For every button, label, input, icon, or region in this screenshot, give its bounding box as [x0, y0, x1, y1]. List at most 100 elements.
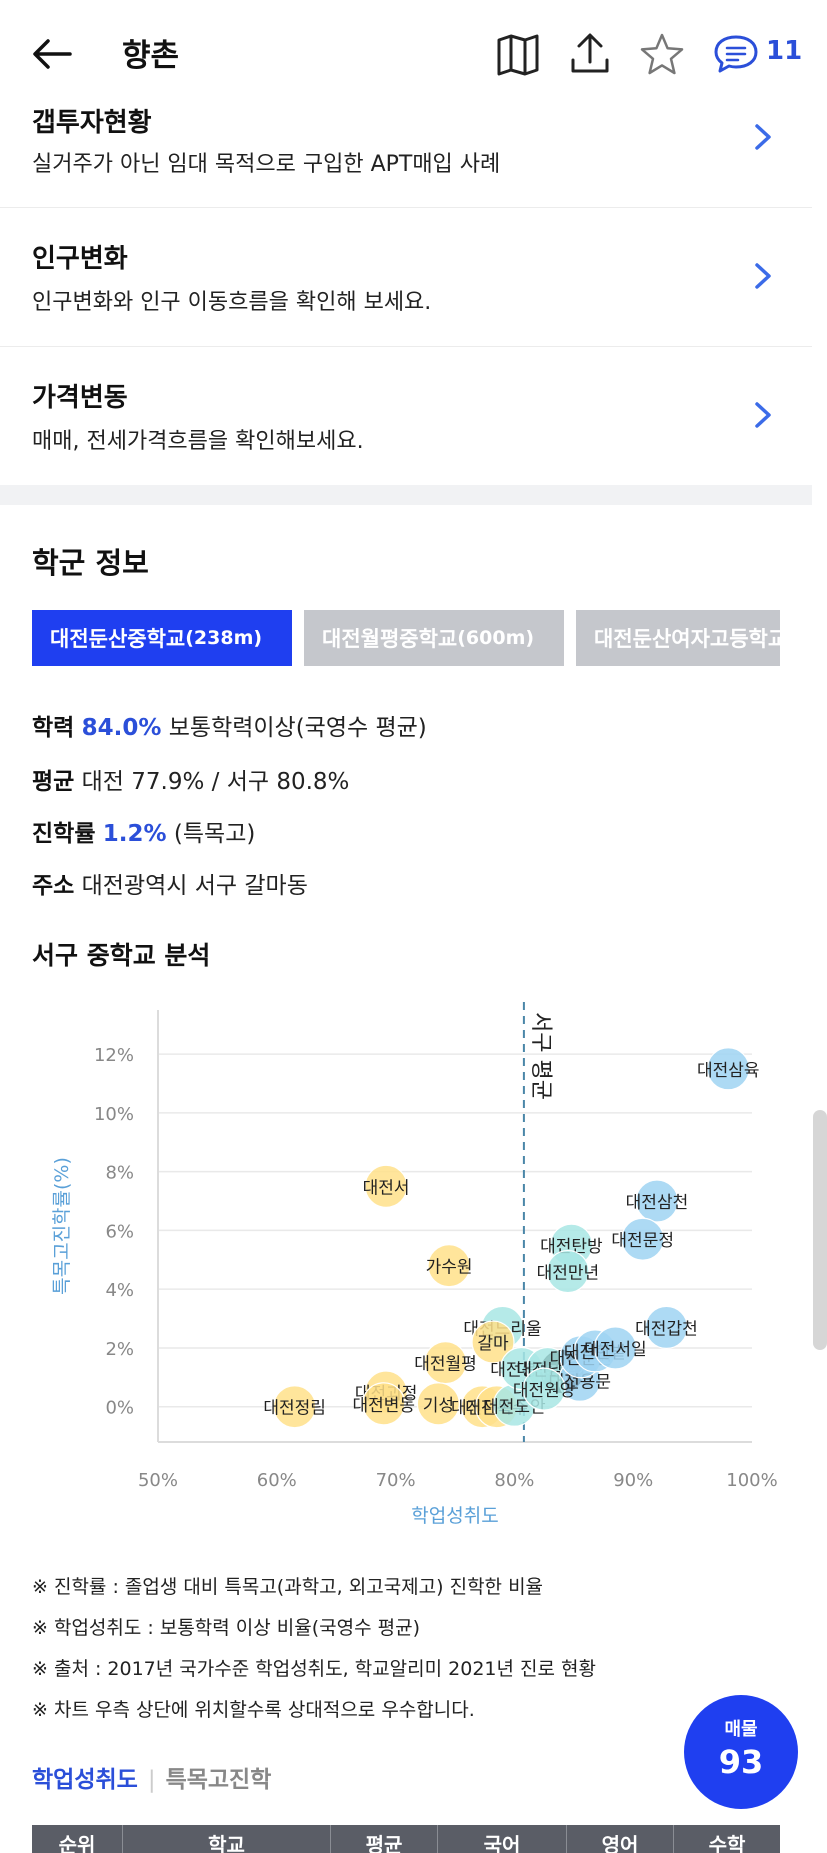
y-tick-label: 0% — [105, 1398, 134, 1419]
table-header-school: 학교 — [123, 1825, 331, 1853]
menu-title: 갭투자현황 — [32, 108, 152, 138]
info-achievement: 학력 84.0% 보통학력이상(국영수 평균) — [32, 708, 427, 742]
menu-title: 가격변동 — [32, 383, 128, 413]
data-point — [471, 1320, 515, 1364]
info-average: 평균 대전 77.9% / 서구 80.8% — [32, 762, 349, 796]
school-section-title: 학군 정보 — [32, 546, 149, 580]
scrollbar-thumb[interactable] — [813, 1110, 827, 1350]
note-line: ※ 출처 : 2017년 국가수준 학업성취도, 학교알리미 2021년 진로 … — [32, 1658, 596, 1680]
menu-row-price-change[interactable]: 가격변동 매매, 전세가격흐름을 확인해보세요. — [0, 347, 812, 485]
data-point — [706, 1047, 750, 1091]
chat-count: 11 — [766, 36, 803, 66]
data-point — [546, 1249, 590, 1294]
page-title: 향촌 — [122, 38, 180, 74]
info-address: 주소 대전광역시 서구 갈마동 — [32, 866, 308, 900]
data-point-label: 가수원 — [426, 1258, 473, 1278]
data-point-label: 대전만년 — [537, 1264, 600, 1284]
tab-separator: | — [147, 1767, 156, 1793]
y-tick-label: 6% — [105, 1221, 134, 1242]
data-point-label: 대전정림 — [263, 1399, 326, 1419]
data-point-label: 대전문정 — [611, 1231, 674, 1251]
chevron-right-icon — [755, 124, 771, 150]
menu-title: 인구변화 — [32, 244, 128, 274]
average-line-label: 서구 평균 — [528, 1012, 553, 1100]
x-tick-label: 70% — [376, 1470, 416, 1491]
data-point-label: 대전서 — [363, 1178, 410, 1198]
table-header-average: 평균 — [331, 1825, 438, 1853]
info-label: 학력 — [32, 715, 75, 741]
star-icon[interactable] — [638, 30, 686, 78]
menu-desc: 실거주가 아닌 임대 목적으로 구입한 APT매입 사례 — [32, 152, 501, 177]
table-header-english: 영어 — [567, 1825, 674, 1853]
y-tick-label: 4% — [105, 1280, 134, 1301]
y-tick-label: 2% — [105, 1339, 134, 1360]
data-point-label: 대전서일 — [584, 1340, 647, 1360]
data-point — [362, 1382, 406, 1426]
data-point — [522, 1367, 566, 1411]
tab-school-distance: (600m) — [457, 627, 535, 649]
tab-school-dunsan-middle[interactable]: 대전둔산중학교 (238m) — [32, 610, 292, 666]
chevron-right-icon — [755, 263, 771, 289]
chat-icon[interactable] — [712, 30, 760, 78]
ranking-tabs: 학업성취도 | 특목고진학 — [32, 1760, 271, 1794]
y-tick-label: 10% — [94, 1104, 134, 1125]
table-header-rank: 순위 — [32, 1825, 123, 1853]
map-book-icon[interactable] — [494, 30, 542, 78]
info-label: 진학률 — [32, 821, 96, 847]
data-point — [416, 1382, 460, 1426]
table-header-math: 수학 — [708, 1833, 746, 1853]
chevron-right-icon — [755, 402, 771, 428]
tab-school-dunsan-girls-high[interactable]: 대전둔산여자고등학교 — [576, 610, 780, 666]
data-point-label: 대전월평 — [414, 1355, 477, 1375]
tab-school-wolpyeong-middle[interactable]: 대전월평중학교 (600m) — [304, 610, 564, 666]
data-point-label: 대전원앙 — [513, 1381, 576, 1401]
data-point-label: 대전변동 — [352, 1396, 415, 1416]
info-advance-rate: 진학률 1.2% (특목고) — [32, 814, 255, 848]
info-desc: (특목고) — [173, 821, 256, 847]
listings-fab-button[interactable]: 매물 93 — [684, 1695, 798, 1809]
info-value: 84.0% — [81, 715, 162, 741]
data-point-label: 대전삼육 — [697, 1061, 760, 1081]
note-line: ※ 진학률 : 졸업생 대비 특목고(과학고, 외고국제고) 진학한 비율 — [32, 1576, 544, 1598]
fab-label: 매물 — [724, 1719, 758, 1740]
fab-count: 93 — [718, 1743, 764, 1781]
x-axis-title: 학업성취도 — [411, 1505, 498, 1527]
data-point — [273, 1385, 317, 1429]
tab-school-name: 대전둔산여자고등학교 — [594, 627, 780, 651]
data-point — [644, 1305, 689, 1349]
x-tick-label: 50% — [138, 1470, 178, 1491]
data-point-label: 대전삼천 — [626, 1193, 689, 1213]
data-point — [427, 1244, 471, 1288]
tab-achievement[interactable]: 학업성취도 — [32, 1767, 138, 1793]
scatter-chart: 0% 2% 4% 6% 8% 10% 12% 50% 60% 70% 80% 90% 100% 학업성취도… — [51, 1002, 778, 1527]
tab-school-distance: (238m) — [185, 627, 263, 649]
x-tick-label: 60% — [257, 1470, 297, 1491]
x-tick-label: 90% — [613, 1470, 653, 1491]
data-point — [621, 1217, 665, 1261]
tab-school-name: 대전월평중학교 — [322, 627, 458, 651]
data-point-label: 대전탄방 — [540, 1237, 603, 1257]
share-icon[interactable] — [566, 30, 614, 78]
data-point — [635, 1179, 679, 1223]
info-value: 1.2% — [102, 821, 167, 847]
section-divider — [0, 485, 812, 505]
chart-title: 서구 중학교 분석 — [32, 941, 211, 970]
menu-desc: 매매, 전세가격흐름을 확인해보세요. — [32, 429, 364, 454]
info-label: 평균 — [32, 769, 75, 795]
info-label: 주소 — [32, 873, 75, 899]
info-value: 대전광역시 서구 갈마동 — [81, 873, 308, 899]
data-point-label: 대전갑천 — [635, 1319, 698, 1339]
data-point — [593, 1326, 637, 1370]
note-line: ※ 차트 우측 상단에 위치할수록 상대적으로 우수합니다. — [32, 1699, 475, 1721]
y-tick-label: 8% — [105, 1163, 134, 1184]
back-arrow-icon[interactable] — [30, 32, 74, 76]
y-tick-label: 12% — [94, 1045, 134, 1066]
data-point — [364, 1164, 408, 1208]
x-tick-label: 80% — [494, 1470, 534, 1491]
app-header: 향촌 11 — [0, 0, 827, 106]
menu-desc: 인구변화와 인구 이동흐름을 확인해 보세요. — [32, 290, 432, 315]
tab-special-high[interactable]: 특목고진학 — [165, 1767, 272, 1793]
info-value: 대전 77.9% / 서구 80.8% — [81, 769, 350, 795]
menu-row-population[interactable]: 인구변화 인구변화와 인구 이동흐름을 확인해 보세요. — [0, 208, 812, 347]
menu-row-gap-investment[interactable]: 갭투자현황 실거주가 아닌 임대 목적으로 구입한 APT매입 사례 — [0, 60, 812, 208]
